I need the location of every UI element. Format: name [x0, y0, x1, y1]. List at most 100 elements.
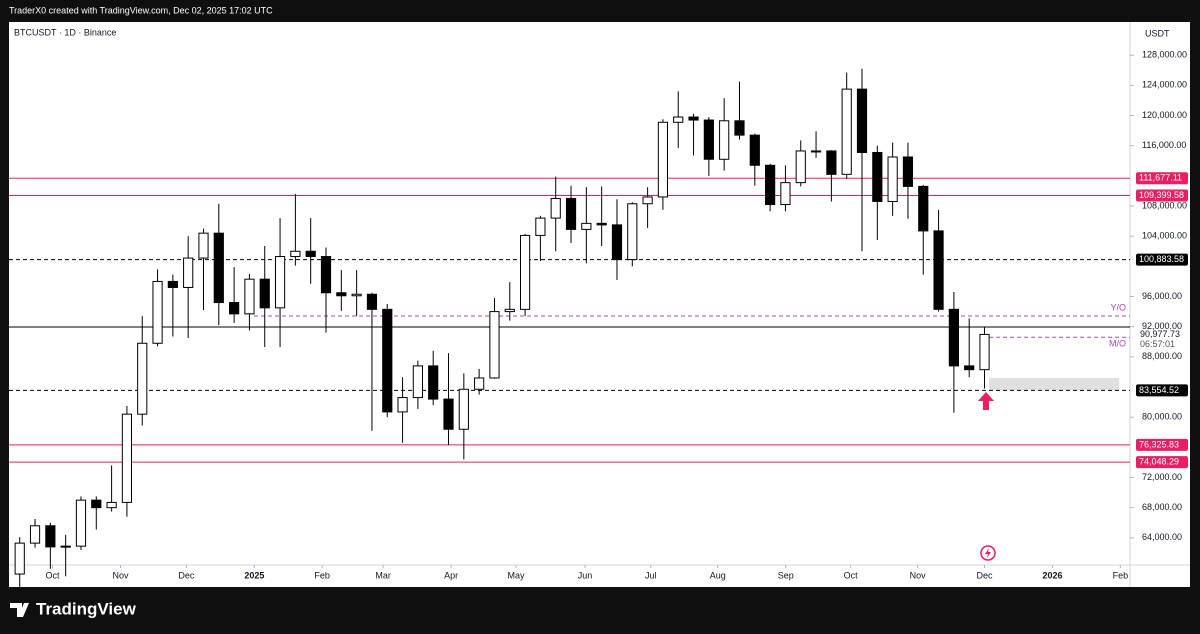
- candle-body: [198, 232, 209, 259]
- candle-body: [244, 278, 255, 315]
- level-label: 109,399.58: [1139, 190, 1184, 200]
- candle-body: [550, 197, 561, 219]
- arrow-annotation: [978, 392, 994, 410]
- candle-body: [627, 203, 638, 261]
- level-badge: [1136, 456, 1188, 469]
- candle-body: [213, 232, 224, 304]
- x-tick-label: Jul: [645, 570, 657, 580]
- zone: [989, 377, 1120, 391]
- y-tick-label: 128,000.00: [1142, 50, 1187, 60]
- candle-body: [795, 150, 806, 184]
- candle-body: [596, 222, 607, 226]
- candle-body: [657, 121, 669, 198]
- x-tick-label: Feb: [1113, 570, 1129, 580]
- level-badge: [1136, 253, 1188, 266]
- candle-body: [519, 234, 531, 310]
- candle-body: [489, 311, 500, 379]
- level-badge: [1136, 189, 1188, 202]
- y-tick-label: 104,000.00: [1142, 231, 1187, 241]
- candle-body: [45, 525, 56, 548]
- y-tick-label: 96,000.00: [1142, 291, 1182, 301]
- level-label: 74,048.29: [1139, 456, 1179, 466]
- candle-body: [259, 278, 270, 309]
- candle-body: [703, 119, 714, 160]
- candle-body: [719, 120, 730, 160]
- candle-body: [397, 397, 408, 413]
- candle-body: [137, 342, 148, 415]
- last-price: 90,977.73: [1140, 329, 1180, 339]
- level-badge: [1136, 384, 1188, 397]
- candle-body: [611, 224, 623, 261]
- logo: [10, 603, 29, 617]
- level-label: Y/O: [1110, 302, 1126, 312]
- x-tick-label: Oct: [844, 570, 859, 580]
- candle-body: [152, 280, 163, 344]
- candle-body: [535, 217, 546, 236]
- candle-body: [428, 365, 439, 400]
- candle-body: [366, 293, 378, 310]
- candle-body: [780, 182, 791, 206]
- level-label: 76,325.83: [1139, 439, 1179, 449]
- x-tick-label: Nov: [910, 570, 927, 580]
- candle-body: [948, 308, 959, 367]
- candle-body: [673, 116, 684, 123]
- header: TraderX0 created with TradingView.com, D…: [9, 5, 273, 15]
- x-tick-label: Apr: [444, 570, 458, 580]
- x-tick-label: Jun: [578, 570, 593, 580]
- candle-body: [810, 150, 822, 153]
- y-tick-label: 64,000.00: [1142, 532, 1182, 542]
- candle-body: [688, 116, 699, 121]
- candle-body: [856, 88, 868, 153]
- alert-icon: [980, 545, 996, 561]
- candle-body: [75, 499, 87, 547]
- plot-area: [9, 68, 1130, 587]
- candle-body: [841, 88, 852, 175]
- candle-body: [183, 257, 194, 288]
- x-tick-label: Dec: [178, 570, 195, 580]
- candle-body: [933, 230, 944, 310]
- alert-icon-bolt: [985, 548, 991, 558]
- candle-body: [749, 134, 760, 166]
- countdown: 06:57:01: [1140, 339, 1175, 349]
- y-tick-label: 108,000.00: [1142, 200, 1187, 210]
- candle-body: [60, 545, 71, 548]
- candle-body: [320, 256, 332, 294]
- chart-panel: [9, 22, 1190, 587]
- y-tick-label: 92,000.00: [1142, 321, 1182, 331]
- y-tick-label: 124,000.00: [1142, 80, 1187, 90]
- y-tick-label: 88,000.00: [1142, 351, 1182, 361]
- axis-unit: USDT: [1145, 28, 1170, 38]
- candle-body: [106, 501, 117, 509]
- candle-body: [902, 156, 914, 187]
- level-label: M/O: [1109, 339, 1126, 349]
- candle-body: [458, 388, 469, 430]
- candle-body: [14, 542, 25, 575]
- x-tick-label: May: [508, 570, 526, 580]
- candle-body: [642, 196, 653, 205]
- candle-body: [918, 185, 929, 232]
- x-tick-label: Feb: [314, 570, 330, 580]
- y-tick-label: 68,000.00: [1142, 502, 1182, 512]
- x-tick-label: Aug: [710, 570, 726, 580]
- candle-body: [290, 250, 301, 258]
- x-tick-label: Nov: [112, 570, 129, 580]
- candle-body: [351, 293, 362, 297]
- level-badge: [1136, 172, 1188, 185]
- symbol-title: BTCUSDT · 1D · Binance: [14, 27, 116, 37]
- candle-body: [91, 499, 102, 509]
- x-tick-label: Oct: [45, 570, 60, 580]
- y-tick-label: 80,000.00: [1142, 412, 1182, 422]
- candle-body: [382, 308, 393, 413]
- x-tick-label: 2025: [244, 570, 264, 580]
- candle-body: [474, 377, 485, 390]
- candle-body: [826, 150, 837, 175]
- candle-body: [887, 156, 898, 202]
- candle-body: [412, 365, 423, 399]
- candle-body: [504, 308, 515, 313]
- candle-body: [443, 398, 454, 430]
- y-tick-label: 116,000.00: [1142, 140, 1186, 150]
- level-label: 100,883.58: [1139, 254, 1184, 264]
- candle-body: [979, 333, 990, 371]
- candle-body: [964, 365, 975, 371]
